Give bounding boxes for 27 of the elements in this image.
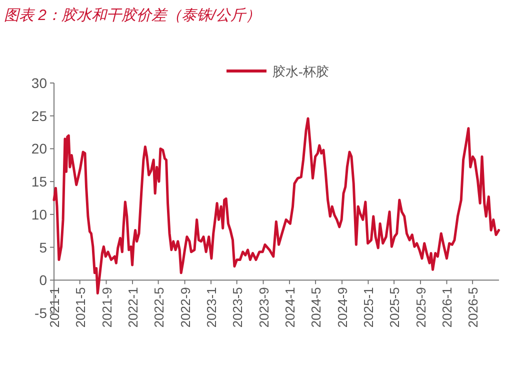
y-tick-label: 15 — [31, 174, 48, 190]
y-tick-label: -5 — [34, 305, 48, 321]
title: 图表 2：胶水和干胶价差（泰铢/公斤） — [4, 7, 261, 24]
legend-label: 胶水-杯胶 — [272, 64, 329, 79]
y-tick-label: 20 — [31, 140, 48, 157]
x-tick-label: 2025-9 — [413, 287, 428, 328]
x-tick-label: 2022-9 — [178, 287, 193, 328]
y-tick-label: 5 — [39, 239, 48, 256]
x-tick-label: 2024-9 — [334, 287, 350, 328]
x-tick-label: 2023-1 — [204, 287, 220, 328]
x-tick-label: 2022-5 — [151, 287, 166, 328]
y-tick-label: 0 — [39, 272, 48, 288]
y-tick-label: 30 — [31, 75, 48, 91]
x-tick-label: 2023-9 — [256, 287, 272, 328]
y-tick-label: 25 — [31, 108, 48, 124]
x-tick-label: 2024-1 — [282, 287, 298, 328]
x-tick-label: 2021-1 — [47, 287, 62, 328]
x-tick-label: 2021-9 — [99, 287, 114, 328]
x-tick-label: 2026-1 — [440, 287, 455, 328]
y-tick-label: 10 — [31, 206, 48, 222]
x-tick-label: 2023-5 — [230, 287, 245, 328]
x-tick-label: 2025-5 — [387, 287, 402, 328]
x-tick-label: 2021-5 — [72, 287, 88, 328]
x-tick-label: 2026-5 — [466, 287, 481, 328]
x-tick-label: 2025-1 — [361, 287, 376, 328]
x-tick-label: 2022-1 — [126, 287, 141, 328]
x-tick-label: 2024-5 — [308, 287, 324, 328]
